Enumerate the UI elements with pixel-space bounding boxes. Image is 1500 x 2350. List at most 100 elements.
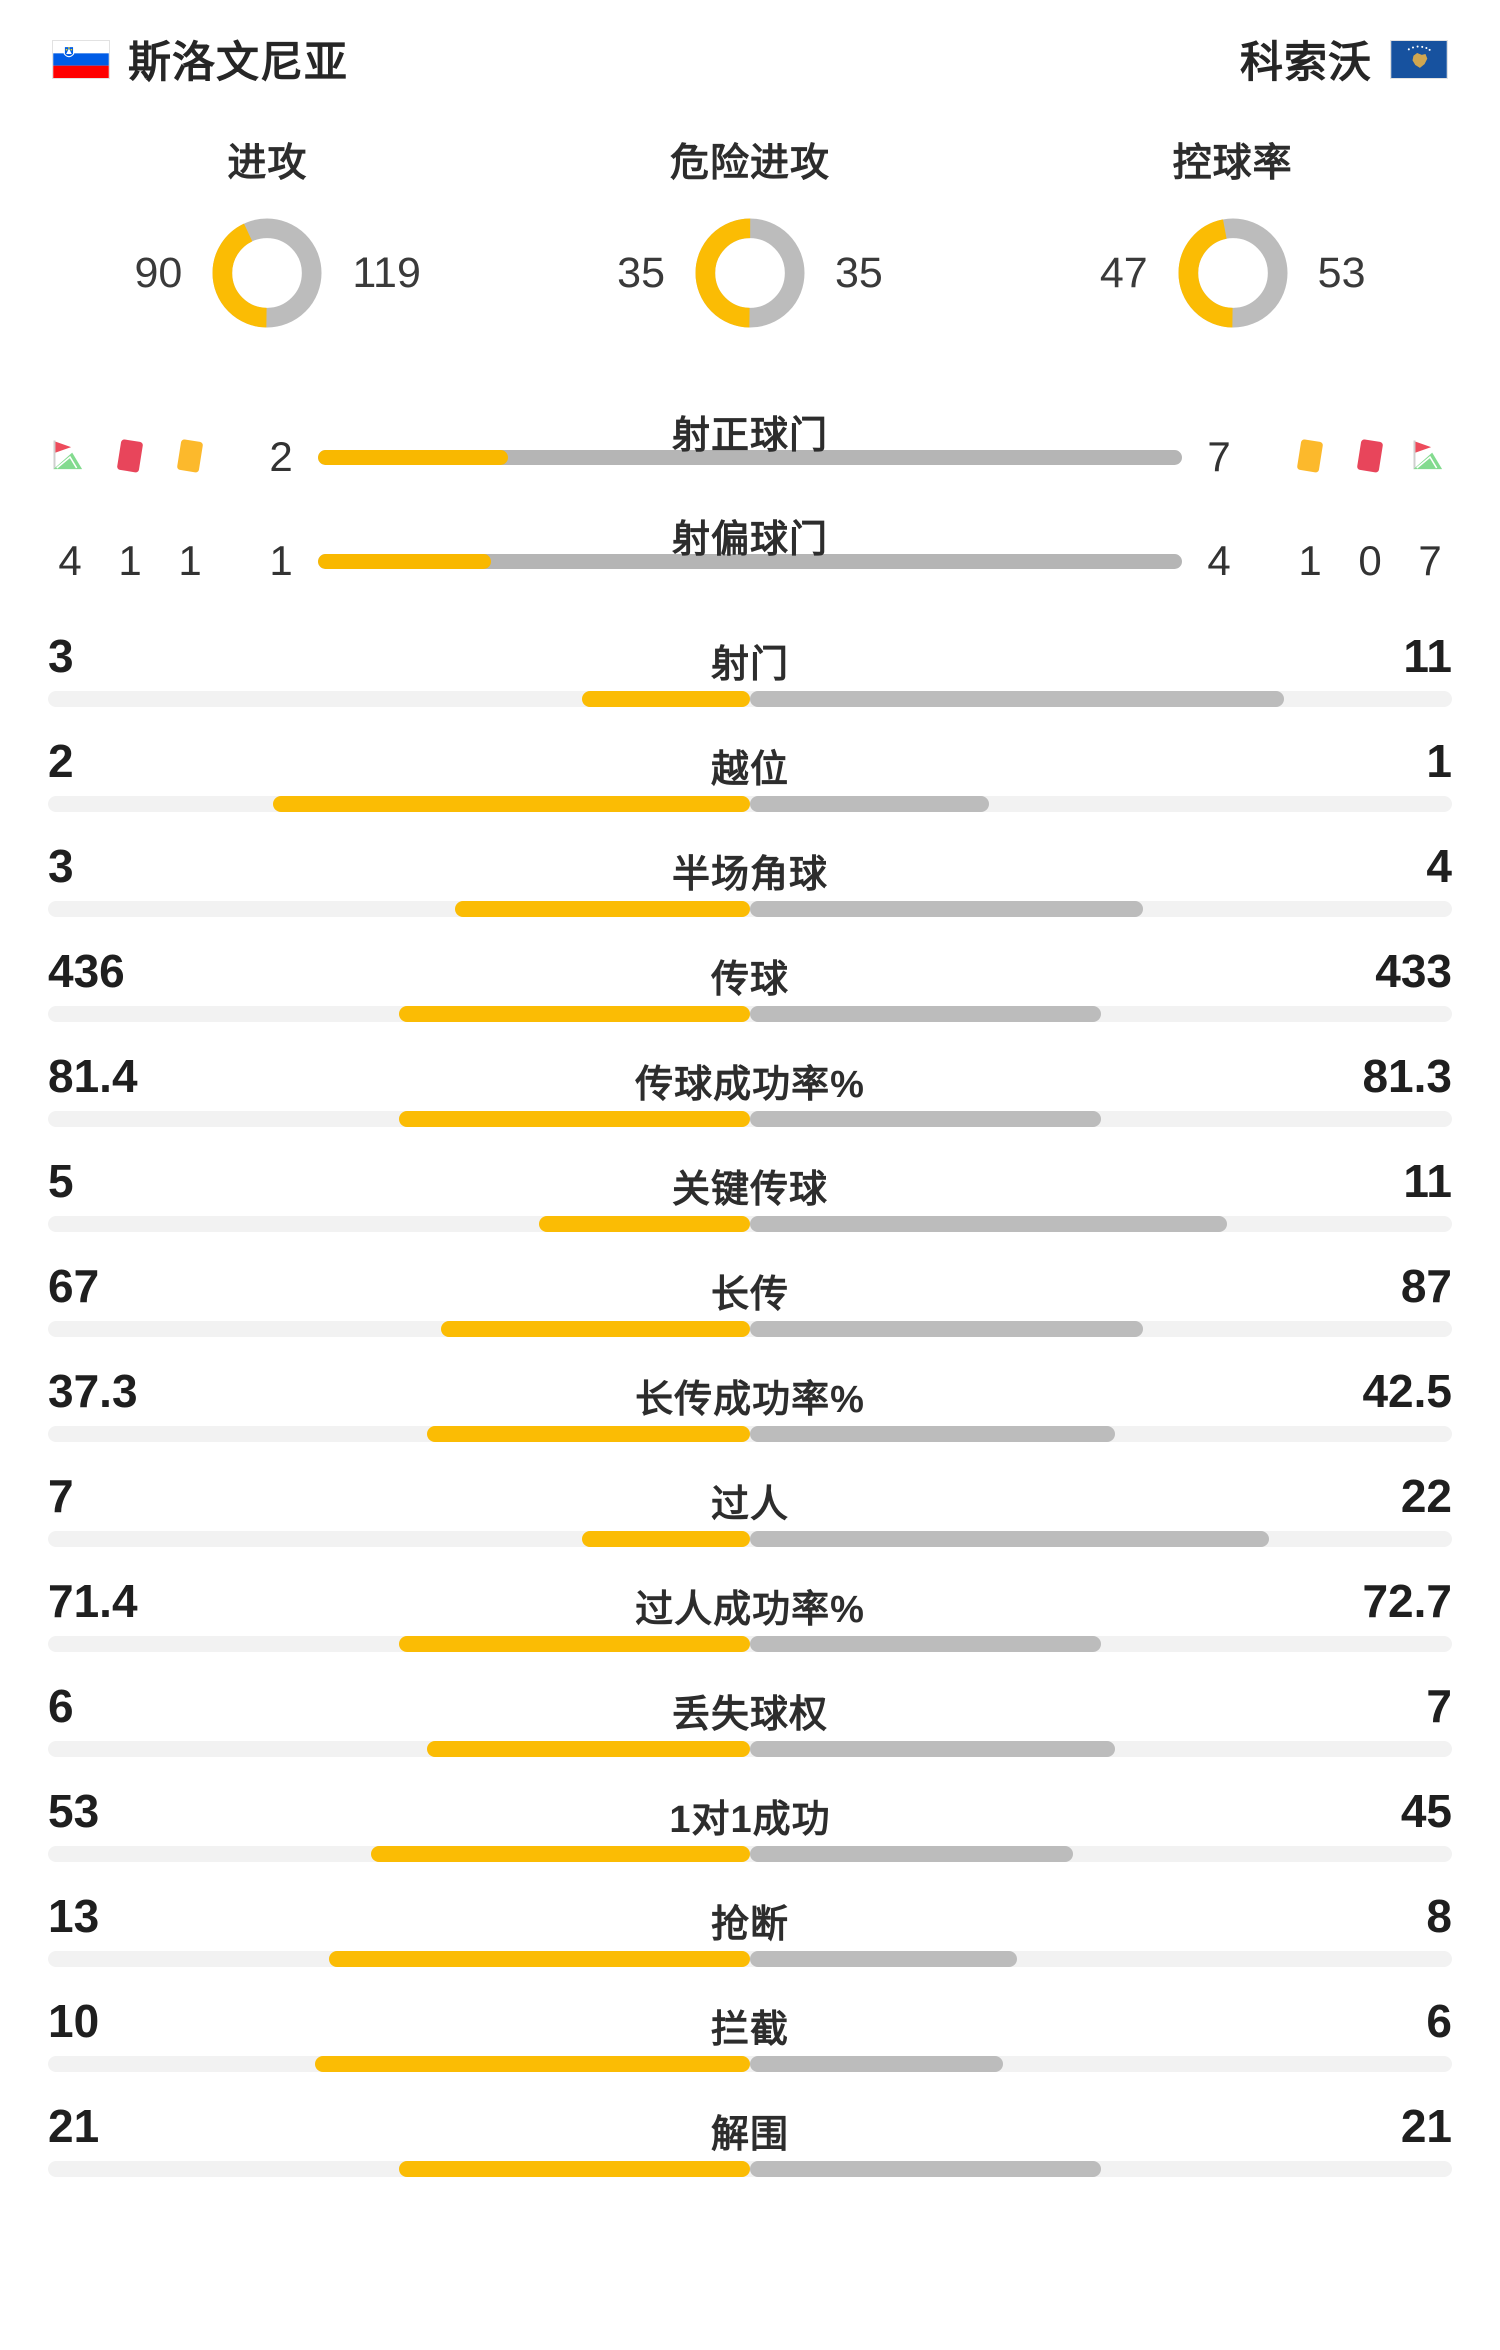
stat-label: 1对1成功 bbox=[669, 1799, 831, 1841]
donut-away-value: 119 bbox=[352, 248, 421, 297]
stat-label: 过人 bbox=[710, 1484, 789, 1526]
kosovo-flag bbox=[1390, 39, 1448, 79]
home-team[interactable]: 斯洛文尼亚 bbox=[52, 28, 348, 90]
stat-track bbox=[48, 2161, 1452, 2177]
stat-bar-home bbox=[455, 901, 750, 917]
home-shots-off-target: 1 bbox=[269, 537, 293, 584]
donut-home-value: 90 bbox=[134, 248, 183, 297]
stat-row[interactable]: 71.4 过人成功率% 72.7 bbox=[48, 1574, 1452, 1679]
slovenia-flag bbox=[52, 39, 110, 79]
stat-bar-away bbox=[750, 1636, 1101, 1652]
stat-track bbox=[48, 1951, 1452, 1967]
away-shots-off-target: 4 bbox=[1207, 537, 1231, 584]
stat-away-value: 72.7 bbox=[1362, 1575, 1452, 1627]
stat-bar-home bbox=[539, 1216, 750, 1232]
away-yellow-cards-count: 1 bbox=[1298, 537, 1322, 584]
stat-home-value: 3 bbox=[48, 630, 74, 682]
donut-chart bbox=[1178, 218, 1288, 328]
stat-bar-away bbox=[750, 1216, 1228, 1232]
stat-away-value: 1 bbox=[1426, 735, 1452, 787]
stat-away-value: 21 bbox=[1400, 2100, 1452, 2152]
stat-row[interactable]: 10 拦截 6 bbox=[48, 1994, 1452, 2099]
home-icon-group bbox=[48, 434, 244, 480]
stat-home-value: 13 bbox=[48, 1890, 100, 1942]
stat-row[interactable]: 13 抢断 8 bbox=[48, 1889, 1452, 1994]
stat-row[interactable]: 37.3 长传成功率% 42.5 bbox=[48, 1364, 1452, 1469]
stats-list: 3 射门 11 2 越位 1 3 半场角球 4 bbox=[0, 613, 1500, 2204]
stat-row[interactable]: 53 1对1成功 45 bbox=[48, 1784, 1452, 1889]
stat-bar-away bbox=[750, 1951, 1017, 1967]
stat-track bbox=[48, 691, 1452, 707]
donut-summary-row: 进攻 90 119 危险进攻 35 35 控球率 47 bbox=[0, 118, 1500, 393]
donut-home-value: 35 bbox=[617, 248, 665, 297]
bar-track bbox=[318, 449, 1182, 465]
stat-bar-home bbox=[399, 1636, 750, 1652]
stat-bar-home bbox=[399, 1006, 750, 1022]
stat-row[interactable]: 67 长传 87 bbox=[48, 1259, 1452, 1364]
stat-row[interactable]: 2 越位 1 bbox=[48, 734, 1452, 839]
donut-attacks: 进攻 90 119 bbox=[26, 118, 509, 393]
stat-label: 传球 bbox=[710, 959, 789, 1001]
stat-away-value: 4 bbox=[1426, 840, 1452, 892]
bar-fill-home bbox=[318, 449, 509, 465]
stat-away-value: 7 bbox=[1426, 1680, 1452, 1732]
stat-bar-home bbox=[399, 2161, 750, 2177]
stat-track bbox=[48, 1741, 1452, 1757]
stat-away-value: 6 bbox=[1426, 1995, 1452, 2047]
stat-away-value: 45 bbox=[1400, 1785, 1452, 1837]
stat-bar-away bbox=[750, 796, 989, 812]
donut-label: 控球率 bbox=[1172, 142, 1293, 185]
stat-home-value: 10 bbox=[48, 1995, 100, 2047]
donut-chart bbox=[212, 218, 322, 328]
stat-away-value: 433 bbox=[1375, 945, 1452, 997]
stat-label: 解围 bbox=[710, 2114, 789, 2156]
red-card-icon bbox=[1357, 439, 1383, 473]
stat-home-value: 5 bbox=[48, 1155, 74, 1207]
donut-home-value: 47 bbox=[1099, 248, 1148, 297]
stat-bar-home bbox=[581, 691, 750, 707]
stat-home-value: 21 bbox=[48, 2100, 100, 2152]
stat-row[interactable]: 7 过人 22 bbox=[48, 1469, 1452, 1574]
stat-row[interactable]: 81.4 传球成功率% 81.3 bbox=[48, 1049, 1452, 1154]
donut-away-value: 53 bbox=[1317, 248, 1366, 297]
away-count-group: 1 0 7 bbox=[1256, 537, 1452, 585]
corner-flag-icon bbox=[1413, 440, 1443, 470]
stat-row[interactable]: 21 解围 21 bbox=[48, 2099, 1452, 2204]
stat-bar-away bbox=[750, 2161, 1101, 2177]
stat-home-value: 436 bbox=[48, 945, 125, 997]
stat-bar-away bbox=[750, 691, 1284, 707]
away-icon-group bbox=[1256, 434, 1452, 480]
away-team[interactable]: 科索沃 bbox=[1240, 28, 1448, 90]
stat-home-value: 6 bbox=[48, 1680, 74, 1732]
stat-row[interactable]: 5 关键传球 11 bbox=[48, 1154, 1452, 1259]
stat-bar-home bbox=[427, 1741, 750, 1757]
stat-label: 半场角球 bbox=[671, 854, 828, 896]
stat-bar-away bbox=[750, 1006, 1101, 1022]
stat-bar-home bbox=[272, 796, 750, 812]
home-corners-count: 4 bbox=[58, 537, 82, 584]
red-card-icon bbox=[117, 439, 143, 473]
stat-row[interactable]: 436 传球 433 bbox=[48, 944, 1452, 1049]
home-team-name: 斯洛文尼亚 bbox=[128, 39, 348, 87]
donut-possession: 控球率 47 53 bbox=[991, 118, 1474, 393]
stat-home-value: 2 bbox=[48, 735, 74, 787]
stat-track bbox=[48, 1426, 1452, 1442]
home-count-group: 4 1 1 bbox=[48, 537, 244, 585]
stat-bar-home bbox=[370, 1846, 750, 1862]
stat-bar-away bbox=[750, 1741, 1116, 1757]
shots-off-target-row: 4 1 1 1 射偏球门 4 1 0 7 bbox=[48, 509, 1452, 613]
corner-flag-icon bbox=[53, 440, 83, 470]
stat-bar-away bbox=[750, 1426, 1116, 1442]
stat-away-value: 42.5 bbox=[1362, 1365, 1452, 1417]
away-team-name: 科索沃 bbox=[1240, 39, 1372, 87]
stat-row[interactable]: 3 射门 11 bbox=[48, 629, 1452, 734]
home-yellow-cards-count: 1 bbox=[178, 537, 202, 584]
stat-away-value: 87 bbox=[1400, 1260, 1452, 1312]
stat-label: 抢断 bbox=[710, 1904, 789, 1946]
shots-on-target-label: 射正球门 bbox=[671, 414, 828, 457]
stat-row[interactable]: 6 丢失球权 7 bbox=[48, 1679, 1452, 1784]
stat-row[interactable]: 3 半场角球 4 bbox=[48, 839, 1452, 944]
yellow-card-icon bbox=[177, 439, 203, 473]
stat-track bbox=[48, 1531, 1452, 1547]
stat-track bbox=[48, 1321, 1452, 1337]
